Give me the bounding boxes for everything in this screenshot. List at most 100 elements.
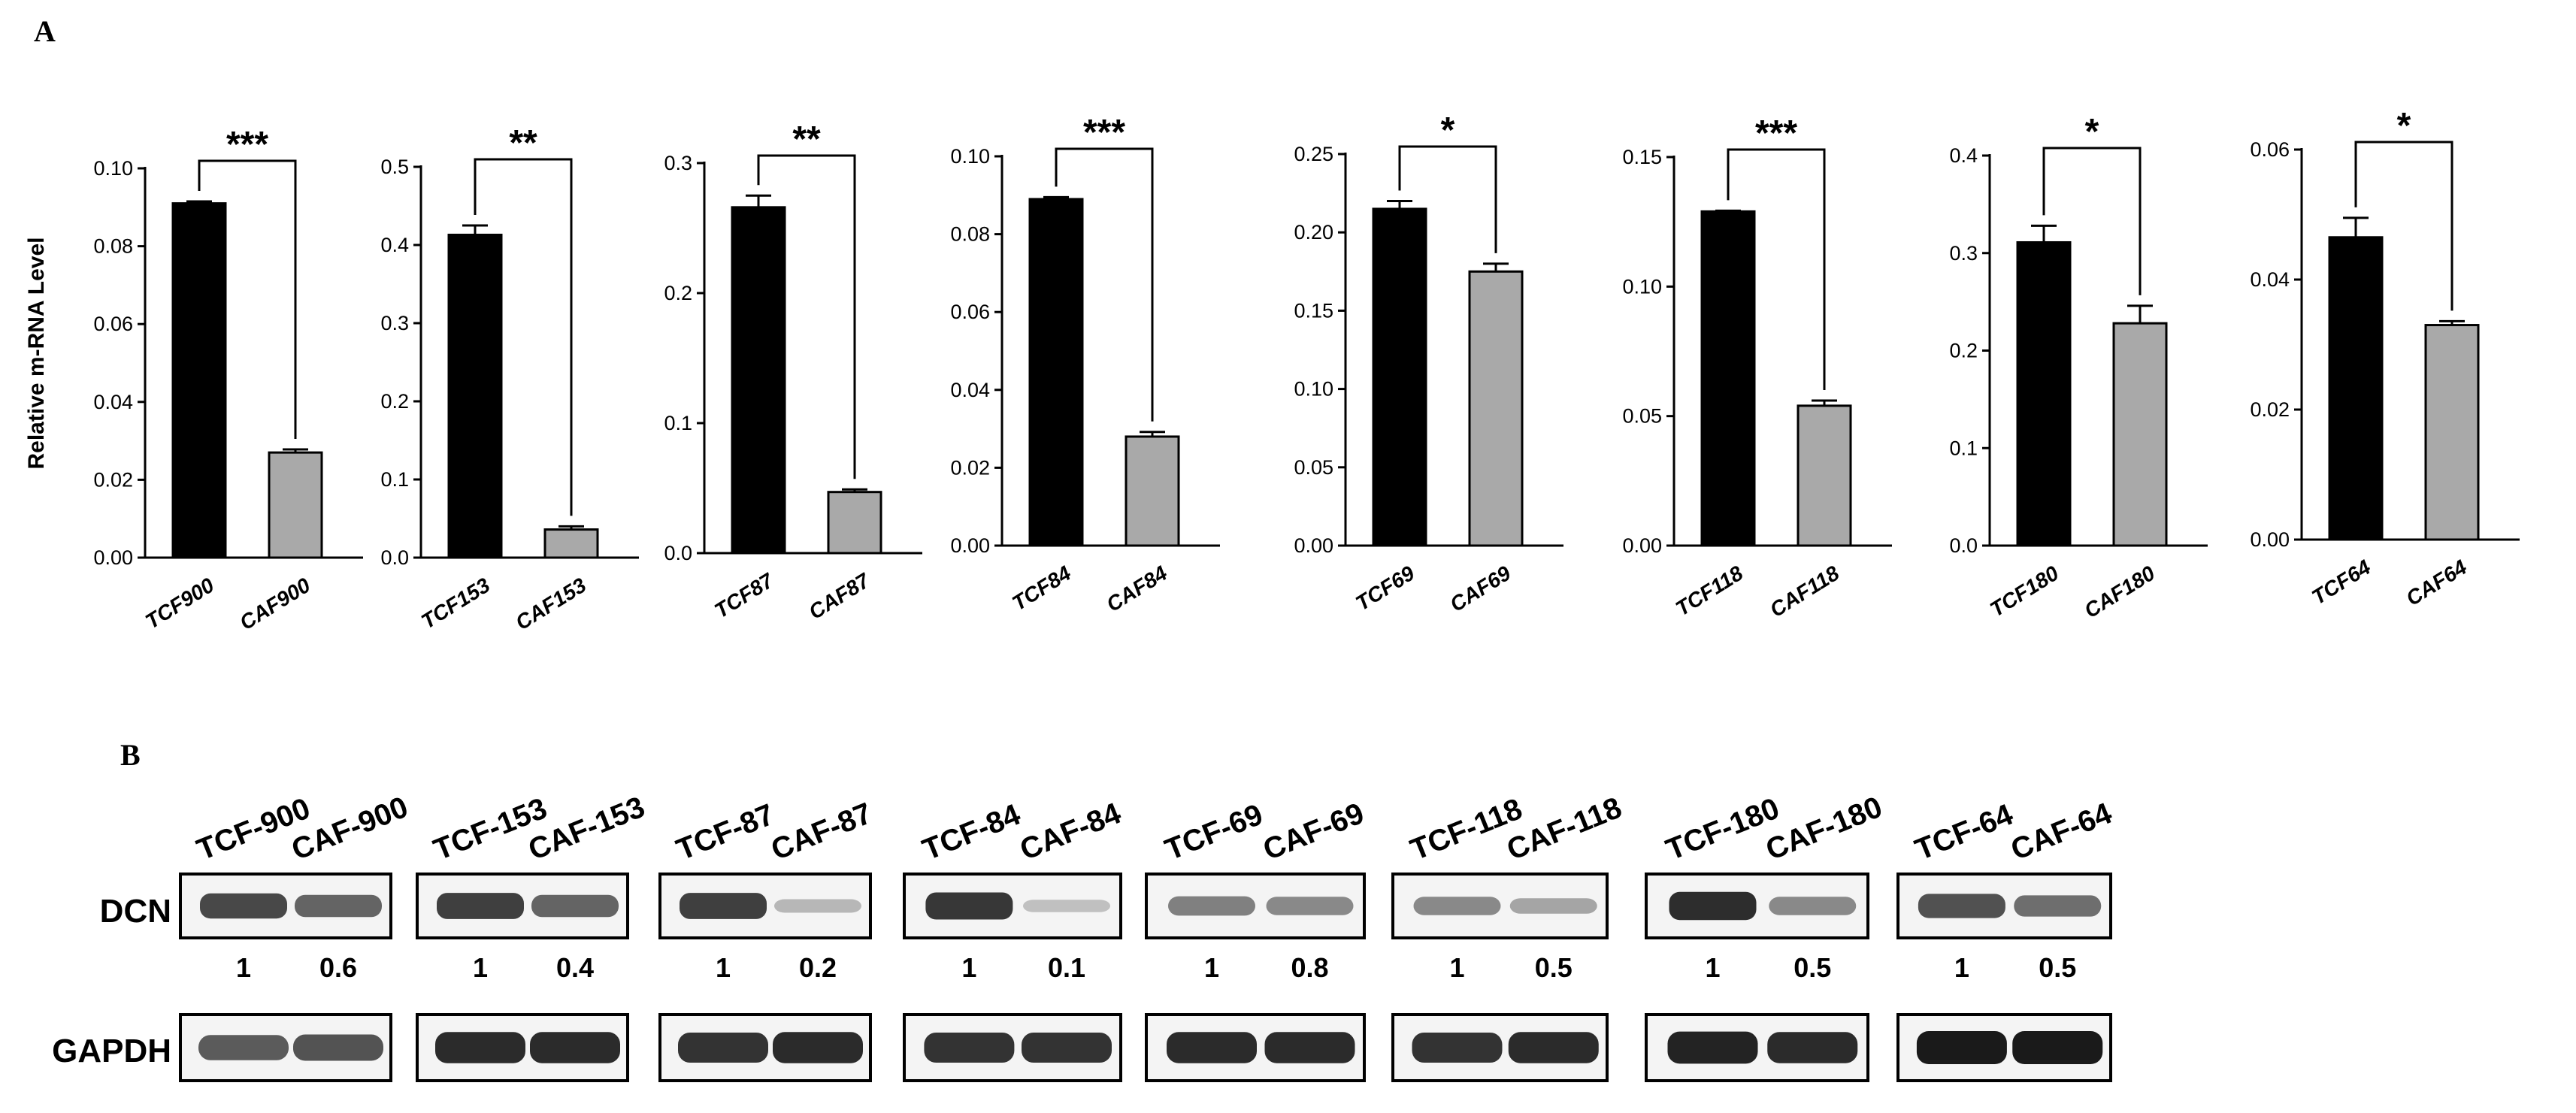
dcn-blot-frame [1391,873,1609,939]
dcn-quant: 1 [236,952,251,983]
dcn-band [1023,900,1110,912]
lane-label: TCF-180 [1661,791,1784,867]
x-tick-label: TCF118 [1672,561,1748,621]
significance-bracket [2042,147,2142,295]
dcn-band [925,892,1013,920]
dcn-band [2014,895,2102,917]
lane-label: CAF-69 [1258,797,1368,867]
gapdh-band [1508,1032,1599,1063]
dcn-quant: 0.4 [556,952,594,983]
dcn-band [774,899,861,913]
bar-tcf69 [1372,207,1427,547]
significance-bracket [1055,147,1154,422]
x-tick-label: TCF900 [141,573,219,634]
dcn-band [1509,898,1597,914]
y-tick-label: 0.10 [93,157,133,180]
y-tick-label: 0.1 [1949,437,1978,459]
lane-label: TCF-84 [918,797,1025,867]
x-tick-label: CAF87 [805,568,875,624]
y-tick-label: 0.00 [1622,534,1662,557]
y-tick-label: 0.04 [950,379,990,401]
y-tick-label: 0.04 [93,391,133,413]
significance-label: ** [792,119,821,159]
y-tick-label: 0.05 [1622,405,1662,428]
gapdh-band [198,1035,289,1060]
significance-label: ** [509,123,537,163]
y-tick-label: 0.3 [1949,242,1978,265]
dcn-quant: 0.2 [799,952,837,983]
bar-caf180 [2112,322,2168,547]
y-tick-label: 0.25 [1294,143,1333,165]
y-tick-label: 0.10 [1294,378,1333,401]
y-tick-label: 0.04 [2250,268,2290,291]
y-tick-label: 0.02 [950,456,990,479]
dcn-band [1918,894,2005,918]
dcn-band [531,894,619,918]
significance-bracket [1398,145,1497,253]
y-tick-label: 0.0 [664,542,692,564]
x-tick-label: CAF900 [235,573,314,635]
y-tick-label: 0.0 [380,546,409,569]
y-tick-label: 0.08 [93,235,133,258]
bar-caf153 [543,528,599,559]
gapdh-band [678,1032,768,1063]
dcn-band [1413,897,1501,915]
bar-chart-7: 0.0 0.1 0.2 0.3 0.4 TCF180 CAF180 * [1949,112,2208,622]
gapdh-band [1412,1032,1503,1063]
lane-label: CAF-64 [2006,797,2117,867]
dcn-band [1168,896,1255,916]
x-tick-label: CAF64 [2402,555,2472,611]
bar-chart-4: 0.00 0.02 0.04 0.06 0.08 0.10 TCF84 CAF84 *** [950,113,1220,616]
y-tick-label: 0.2 [1949,340,1978,362]
significance-label: *** [1755,113,1797,153]
dcn-band [1769,897,1857,915]
lane-label: CAF-118 [1503,791,1627,867]
gapdh-band [2012,1031,2103,1064]
gapdh-band [1022,1032,1112,1063]
bar-tcf180 [2016,240,2072,547]
bar-caf64 [2424,324,2480,541]
y-tick-label: 0.2 [664,282,692,304]
significance-label: *** [1083,113,1125,153]
y-tick-label: 0.00 [93,546,133,569]
dcn-band [1266,897,1354,915]
x-tick-label: CAF180 [2080,561,2159,623]
gapdh-band [773,1032,863,1063]
y-tick-label: 0.20 [1294,221,1333,243]
x-tick-label: TCF180 [1986,561,2063,622]
significance-bracket [474,158,573,516]
dcn-quant: 1 [1449,952,1464,983]
y-tick-label: 0.0 [1949,534,1978,557]
dcn-quant: 1 [1705,952,1720,983]
bar-chart-2: 0.0 0.1 0.2 0.3 0.4 0.5 TCF153 CAF153 ** [380,123,639,634]
bar-tcf64 [2328,236,2384,541]
lane-label: TCF-69 [1161,798,1267,867]
x-tick-label: CAF153 [511,573,590,635]
dcn-quant: 1 [716,952,731,983]
dcn-quant: 0.5 [1794,952,1831,983]
lane-label: TCF-87 [672,798,779,867]
dcn-quant: 1 [473,952,488,983]
gapdh-band [1916,1031,2007,1064]
y-tick-label: 0.1 [664,412,692,434]
bar-chart-8: 0.00 0.02 0.04 0.06 TCF64 CAF64 * [2250,106,2520,610]
gapdh-band [293,1034,383,1061]
gapdh-band [1767,1032,1858,1063]
y-tick-label: 0.10 [950,145,990,168]
x-tick-label: TCF153 [417,573,495,634]
dcn-quant: 1 [961,952,976,983]
x-tick-label: CAF69 [1446,561,1515,617]
dcn-quant: 0.5 [1535,952,1573,983]
y-tick-label: 0.15 [1622,146,1662,168]
x-tick-label: TCF87 [710,568,778,622]
bar-chart-1: 0.00 0.02 0.04 0.06 0.08 0.10 TCF900 CAF900 *** [93,125,363,634]
dcn-band [295,894,382,918]
y-tick-label: 0.1 [380,468,409,491]
